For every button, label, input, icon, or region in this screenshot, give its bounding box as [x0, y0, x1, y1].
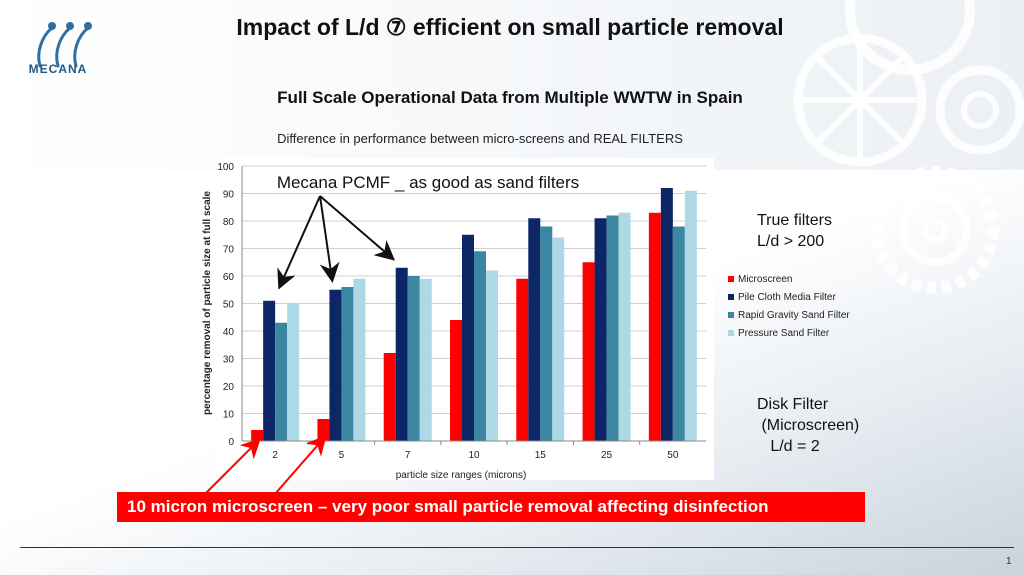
- logo-text: MECANA: [28, 62, 88, 76]
- y-tick-label: 90: [223, 190, 235, 201]
- bar-rapid-gravity-sand-filter: [672, 226, 685, 441]
- bar-pile-cloth-media-filter: [462, 234, 474, 441]
- x-tick-label: 50: [667, 450, 679, 461]
- x-axis-label: particle size ranges (microns): [396, 470, 527, 481]
- bar-pressure-sand-filter: [618, 212, 631, 441]
- bar-pile-cloth-media-filter: [263, 300, 276, 441]
- legend-label: Rapid Gravity Sand Filter: [738, 310, 850, 321]
- arrow-annotation-text: Mecana PCMF _ as good as sand filters: [277, 173, 579, 192]
- bar-pile-cloth-media-filter: [395, 267, 408, 441]
- bar-pressure-sand-filter: [353, 278, 366, 441]
- microscreen-callout-banner: 10 micron microscreen – very poor small …: [117, 492, 865, 522]
- x-tick-label: 10: [468, 450, 480, 461]
- bar-microscreen: [450, 320, 462, 441]
- bar-microscreen: [582, 262, 595, 441]
- red-arrow-5-micron: [274, 434, 327, 495]
- chart-title: Difference in performance between micro-…: [277, 131, 683, 146]
- disk-filter-note: Disk Filter (Microscreen) L/d = 2: [757, 396, 860, 455]
- bar-pile-cloth-media-filter: [660, 188, 673, 441]
- bar-pressure-sand-filter: [419, 278, 432, 441]
- gears-decoration-icon: [793, 0, 1024, 294]
- bar-microscreen: [648, 212, 661, 441]
- x-tick-label: 25: [601, 450, 613, 461]
- bar-rapid-gravity-sand-filter: [341, 287, 354, 441]
- y-tick-label: 10: [223, 410, 235, 421]
- legend-swatch: [728, 294, 734, 300]
- y-tick-label: 80: [223, 217, 235, 228]
- bar-pile-cloth-media-filter: [594, 218, 607, 441]
- bar-pile-cloth-media-filter: [528, 218, 541, 441]
- y-axis-label: percentage removal of particle size at f…: [202, 191, 213, 415]
- bar-rapid-gravity-sand-filter: [275, 322, 288, 441]
- y-tick-label: 100: [217, 162, 234, 173]
- y-tick-label: 40: [223, 327, 235, 338]
- bar-rapid-gravity-sand-filter: [540, 226, 553, 441]
- y-tick-label: 60: [223, 272, 235, 283]
- bar-microscreen: [383, 353, 396, 441]
- y-tick-label: 50: [223, 300, 235, 311]
- y-tick-label: 70: [223, 245, 235, 256]
- bar-microscreen: [516, 278, 529, 441]
- bar-microscreen: [251, 430, 264, 441]
- y-tick-label: 0: [228, 437, 234, 448]
- legend-label: Pile Cloth Media Filter: [738, 292, 836, 303]
- arrow-to-2-micron: [277, 195, 321, 290]
- page-number: 1: [1006, 556, 1012, 567]
- x-tick-label: 5: [339, 450, 345, 461]
- bar-rapid-gravity-sand-filter: [474, 251, 486, 441]
- legend-swatch: [728, 330, 734, 336]
- bar-pressure-sand-filter: [552, 237, 565, 441]
- y-tick-label: 30: [223, 355, 235, 366]
- arrow-to-7-micron: [319, 195, 396, 261]
- bar-pressure-sand-filter: [486, 270, 498, 441]
- footer-divider: [20, 547, 1014, 548]
- legend-label: Microscreen: [738, 274, 792, 285]
- arrow-to-5-micron: [319, 195, 340, 283]
- bar-pile-cloth-media-filter: [329, 289, 342, 441]
- slide-subtitle: Full Scale Operational Data from Multipl…: [277, 88, 743, 107]
- legend-label: Pressure Sand Filter: [738, 328, 830, 339]
- bar-pressure-sand-filter: [287, 303, 300, 441]
- x-tick-label: 2: [272, 450, 278, 461]
- legend-swatch: [728, 312, 734, 318]
- y-tick-label: 20: [223, 382, 235, 393]
- x-tick-label: 7: [405, 450, 411, 461]
- bar-pressure-sand-filter: [684, 190, 697, 441]
- mecana-logo-icon: [37, 22, 92, 68]
- red-arrow-2-micron: [204, 438, 261, 495]
- bar-rapid-gravity-sand-filter: [606, 215, 619, 441]
- x-tick-label: 15: [535, 450, 547, 461]
- slide-title: Impact of L/d ⑦ efficient on small parti…: [236, 14, 784, 40]
- bar-rapid-gravity-sand-filter: [407, 276, 420, 441]
- annotation-arrows: [277, 195, 396, 290]
- true-filters-note: True filters L/d > 200: [757, 212, 832, 250]
- callout-arrows: [204, 434, 327, 495]
- legend-swatch: [728, 276, 734, 282]
